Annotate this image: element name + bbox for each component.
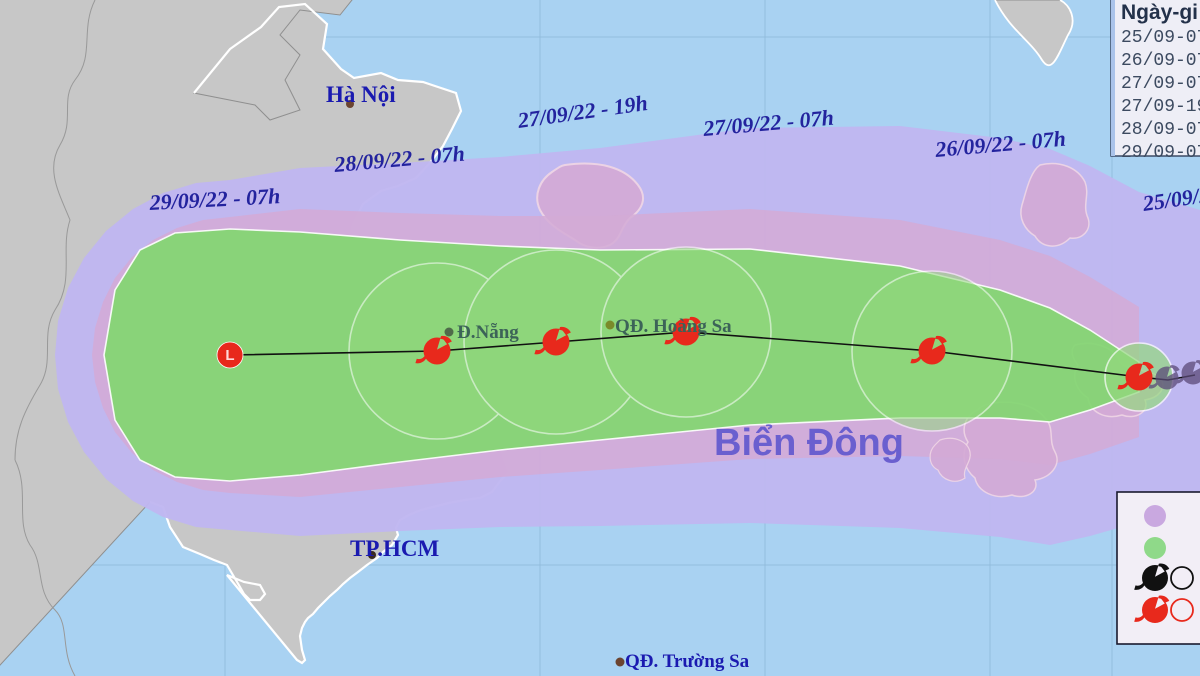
svg-text:Ngày-gi: Ngày-gi (1121, 1, 1198, 24)
svg-text:25/09-07h: 25/09-07h (1121, 28, 1200, 48)
svg-text:QĐ. Trường Sa: QĐ. Trường Sa (625, 651, 750, 672)
svg-text:26/09-07h: 26/09-07h (1121, 51, 1200, 71)
svg-text:29/09-07h: 29/09-07h (1121, 143, 1200, 163)
svg-text:TP.HCM: TP.HCM (350, 536, 440, 561)
svg-text:Biển Đông: Biển Đông (714, 422, 904, 464)
svg-text:Hà Nội: Hà Nội (326, 82, 396, 107)
svg-text:QĐ. Hoàng Sa: QĐ. Hoàng Sa (615, 316, 732, 337)
svg-text:28/09-07h: 28/09-07h (1121, 120, 1200, 140)
svg-text:L: L (225, 347, 234, 364)
svg-text:Đ.Nẵng: Đ.Nẵng (457, 322, 519, 343)
svg-text:27/09-07h: 27/09-07h (1121, 74, 1200, 94)
svg-text:27/09-19h: 27/09-19h (1121, 97, 1200, 117)
